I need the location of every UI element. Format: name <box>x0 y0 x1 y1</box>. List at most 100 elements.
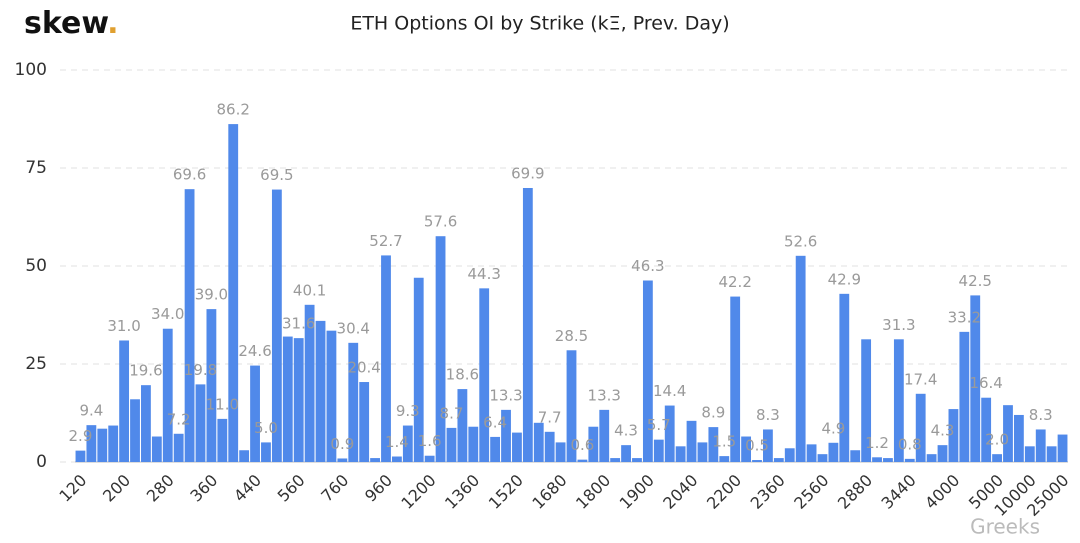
x-tick-label: 1360 <box>441 471 483 513</box>
bar <box>86 425 97 462</box>
x-tick-label: 440 <box>230 471 265 506</box>
bar <box>697 442 708 462</box>
y-tick-label: 0 <box>36 452 47 472</box>
x-tick-label: 280 <box>143 471 178 506</box>
brand: skew. <box>24 6 119 41</box>
value-label: 1.2 <box>865 434 889 452</box>
bar <box>435 236 446 462</box>
value-label: 42.9 <box>828 270 861 288</box>
bar <box>653 439 664 462</box>
bar <box>239 450 250 462</box>
bar <box>424 455 435 462</box>
bar <box>162 328 173 462</box>
bar <box>708 427 719 462</box>
value-label: 31.3 <box>882 316 915 334</box>
bar <box>173 433 184 462</box>
bar <box>642 280 653 462</box>
bar <box>992 454 1002 462</box>
bar <box>119 340 130 462</box>
value-label: 1.4 <box>385 433 409 451</box>
bar <box>893 339 904 462</box>
bar <box>904 458 915 462</box>
bar <box>75 450 86 462</box>
bar <box>512 432 522 462</box>
value-label: 31.0 <box>107 317 140 335</box>
value-label: 8.7 <box>440 404 464 422</box>
bar <box>981 397 992 462</box>
bar <box>293 338 304 462</box>
bar <box>1024 446 1035 462</box>
value-label: 42.5 <box>959 272 992 290</box>
value-label: 19.8 <box>184 361 217 379</box>
bar <box>217 418 228 462</box>
bar <box>664 405 675 462</box>
value-label: 4.9 <box>821 419 845 437</box>
x-tick-label: 760 <box>317 471 352 506</box>
bar <box>883 458 893 462</box>
value-label: 7.2 <box>167 410 191 428</box>
value-label: 6.4 <box>483 413 507 431</box>
value-label: 34.0 <box>151 305 184 323</box>
value-label: 57.6 <box>424 213 457 231</box>
bar <box>544 431 555 462</box>
value-label: 9.3 <box>396 402 420 420</box>
bar <box>195 384 206 462</box>
value-label: 0.9 <box>330 435 354 453</box>
value-label: 13.3 <box>588 386 621 404</box>
bar <box>915 393 926 462</box>
value-label: 17.4 <box>904 370 937 388</box>
value-label: 40.1 <box>293 281 326 299</box>
brand-text: skew <box>24 6 108 41</box>
bar <box>948 409 959 462</box>
bar <box>566 350 577 462</box>
x-tick-label: 2360 <box>747 471 789 513</box>
bar <box>577 459 588 462</box>
bar <box>370 458 380 462</box>
bar <box>1046 446 1057 462</box>
value-label: 52.7 <box>369 232 402 250</box>
x-tick-label: 1900 <box>616 471 658 513</box>
value-label: 42.2 <box>718 273 751 291</box>
bar <box>817 454 828 462</box>
bar <box>926 454 937 462</box>
value-label: 14.4 <box>653 382 686 400</box>
bar <box>599 409 610 462</box>
value-label: 8.3 <box>756 406 780 424</box>
bar <box>261 442 271 462</box>
brand-dot: . <box>107 6 118 41</box>
y-tick-label: 50 <box>25 256 47 276</box>
bar <box>970 295 981 462</box>
bar <box>839 293 850 462</box>
bar <box>861 339 872 462</box>
value-label: 9.4 <box>79 402 103 420</box>
value-label: 24.6 <box>238 342 271 360</box>
bar <box>1013 414 1024 462</box>
bar <box>872 457 882 462</box>
bar <box>610 458 621 462</box>
bar <box>282 336 293 462</box>
value-label: 5.0 <box>254 419 278 437</box>
value-label: 7.7 <box>538 408 562 426</box>
bar <box>228 124 239 462</box>
bar <box>828 442 839 462</box>
bar <box>271 189 282 462</box>
value-label: 44.3 <box>468 265 501 283</box>
bar <box>402 425 413 462</box>
value-label: 11.0 <box>206 395 239 413</box>
y-tick-label: 75 <box>25 158 47 178</box>
bar <box>130 399 140 462</box>
bar <box>413 277 424 462</box>
x-tick-label: 560 <box>274 471 309 506</box>
value-label: 19.6 <box>129 362 162 380</box>
value-label: 0.8 <box>898 435 922 453</box>
x-tick-label: 120 <box>55 471 90 506</box>
bar <box>522 187 533 462</box>
bar <box>588 426 599 462</box>
x-tick-label: 2560 <box>790 471 832 513</box>
bar <box>555 442 566 462</box>
value-label: 30.4 <box>337 319 370 337</box>
x-tick-label: 4000 <box>921 471 963 513</box>
bar <box>457 389 468 462</box>
bar <box>1035 429 1046 462</box>
